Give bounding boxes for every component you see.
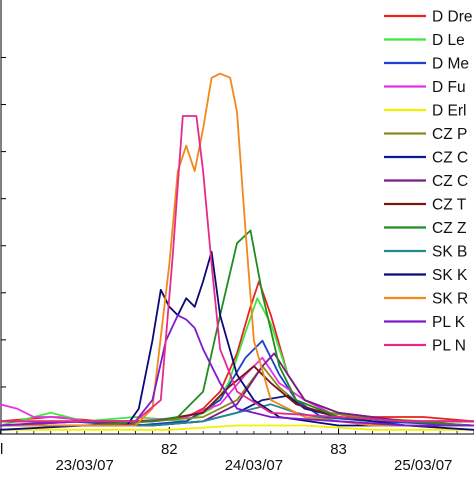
series-line-2 <box>0 297 474 427</box>
legend-label-4: D Fu <box>432 79 466 96</box>
legend-label-14: PL K <box>432 314 466 331</box>
legend-label-1: D Dre <box>432 9 472 26</box>
series-line-15 <box>0 115 474 423</box>
legend: D Dre D Le D Me D Fu D Erl CZ P CZ C CZ C CZ T CZ… <box>384 9 472 355</box>
x-tick-label-1: 23/03/07 <box>55 457 113 474</box>
legend-label-11: SK B <box>432 244 467 261</box>
series-line-14 <box>0 314 474 427</box>
series-line-10 <box>0 229 474 427</box>
legend-label-12: SK K <box>432 267 468 284</box>
legend-label-6: CZ P <box>432 126 467 143</box>
legend-label-10: CZ Z <box>432 220 466 237</box>
legend-label-7: CZ C <box>432 150 468 167</box>
legend-label-3: D Me <box>432 56 469 73</box>
series-line-13 <box>0 72 474 427</box>
x-tick-label-3: 25/03/07 <box>394 457 452 474</box>
legend-label-9: CZ T <box>432 197 467 214</box>
x-secondary-tick-label: 83 <box>330 441 347 458</box>
legend-label-15: PL N <box>432 338 466 355</box>
x-secondary-tick-label: 82 <box>161 441 178 458</box>
legend-label-13: SK R <box>432 291 468 308</box>
legend-label-2: D Le <box>432 32 465 49</box>
legend-label-5: D Erl <box>432 103 466 120</box>
x-partial-tick-label: l <box>0 441 3 458</box>
series-line-5 <box>0 424 474 431</box>
series-layer <box>0 72 474 431</box>
x-tick-label-2: 24/03/07 <box>225 457 283 474</box>
legend-label-8: CZ C <box>432 173 468 190</box>
